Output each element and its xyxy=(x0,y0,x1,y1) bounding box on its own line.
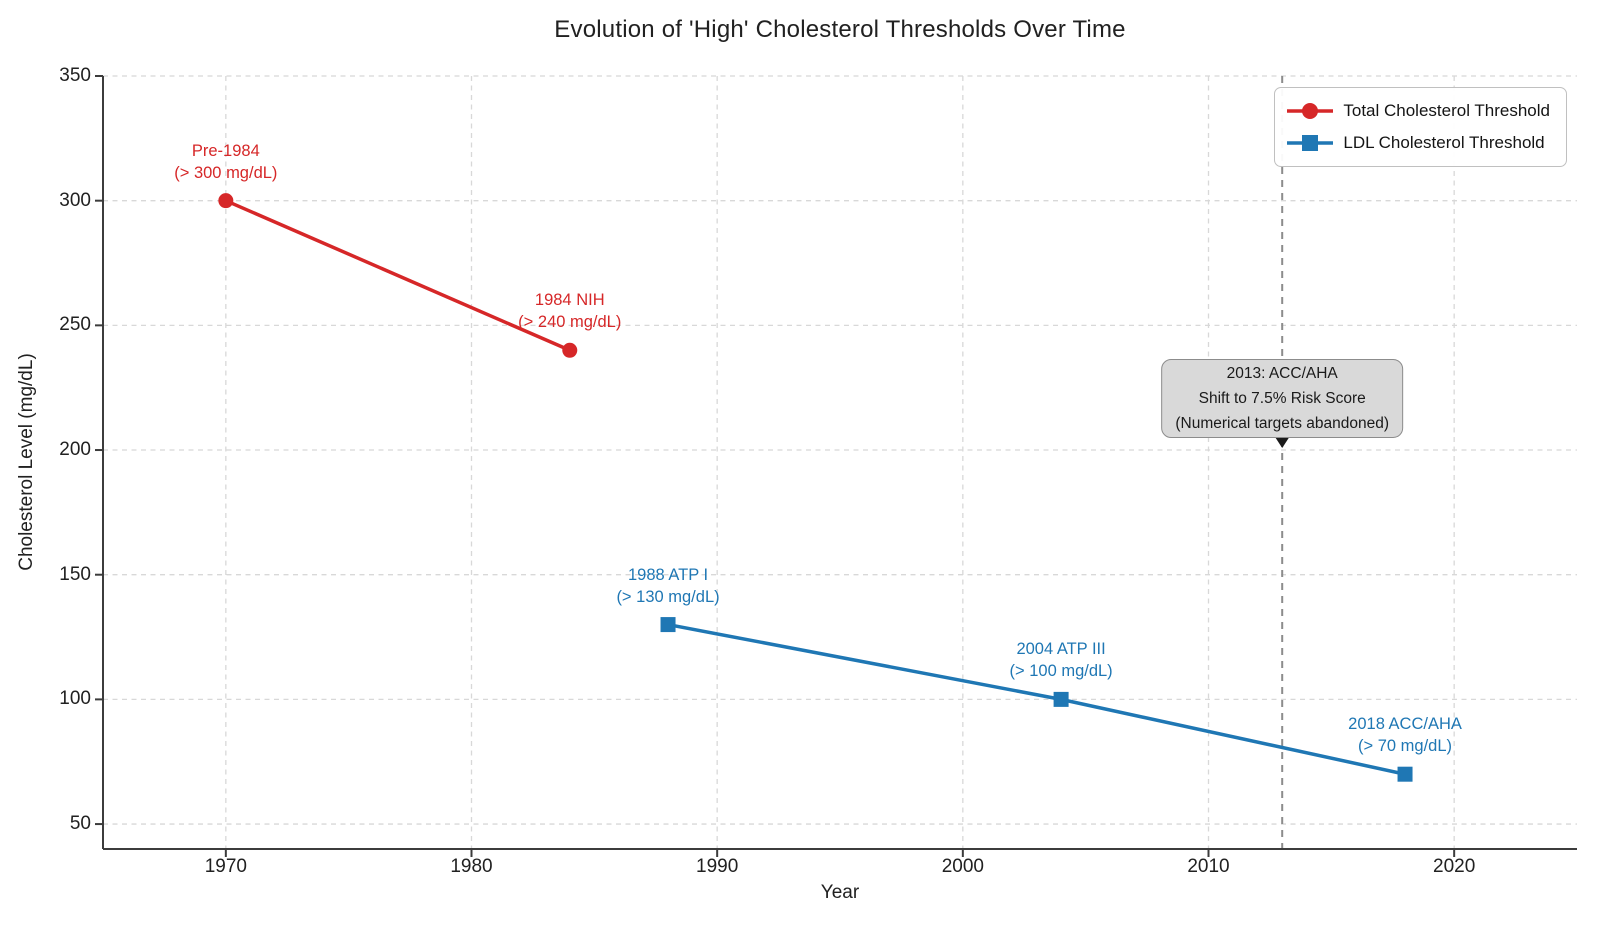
data-point-square xyxy=(660,617,676,633)
x-axis-title: Year xyxy=(820,882,860,903)
x-tick-label: 1980 xyxy=(450,856,493,877)
y-tick-label: 250 xyxy=(59,314,91,336)
x-tick-label: 1970 xyxy=(204,856,247,877)
data-point-square xyxy=(1053,691,1069,707)
point-label: 1988 ATP I (> 130 mg/dL) xyxy=(616,565,720,606)
legend-item-total-cholesterol: Total Cholesterol Threshold xyxy=(1287,96,1550,126)
chart-title: Evolution of 'High' Cholesterol Threshol… xyxy=(554,16,1126,43)
x-tick-label: 2020 xyxy=(1433,856,1476,877)
annotation-line-1: 2013: ACC/AHA xyxy=(1226,365,1338,383)
annotation-line-3: (Numerical targets abandoned) xyxy=(1175,415,1390,433)
data-point-circle xyxy=(218,193,234,209)
x-tick-label: 2000 xyxy=(941,856,984,877)
y-tick-label: 350 xyxy=(59,65,91,86)
annotation-box: 2013: ACC/AHA Shift to 7.5% Risk Score (… xyxy=(1161,359,1404,439)
x-tick-label: 1990 xyxy=(696,856,739,877)
data-point-circle xyxy=(562,342,578,358)
point-label: 1984 NIH (> 240 mg/dL) xyxy=(518,291,622,332)
y-tick-label: 150 xyxy=(59,563,91,585)
legend: Total Cholesterol Threshold LDL Choleste… xyxy=(1274,87,1567,167)
legend-item-ldl-cholesterol: LDL Cholesterol Threshold xyxy=(1287,128,1550,158)
y-tick-label: 100 xyxy=(59,688,91,710)
y-tick-label: 200 xyxy=(59,439,91,461)
legend-marker xyxy=(1302,103,1319,119)
x-tick-label: 2010 xyxy=(1187,856,1230,877)
legend-marker xyxy=(1302,135,1319,151)
point-label: 2004 ATP III (> 100 mg/dL) xyxy=(1009,640,1113,681)
legend-label: LDL Cholesterol Threshold xyxy=(1343,133,1545,152)
y-axis-title: Cholesterol Level (mg/dL) xyxy=(16,353,37,571)
annotation-line-2: Shift to 7.5% Risk Score xyxy=(1198,390,1366,408)
point-label: 2018 ACC/AHA (> 70 mg/dL) xyxy=(1348,715,1462,756)
annotation-arrowhead-icon xyxy=(1275,438,1289,449)
legend-swatch-circle-icon xyxy=(1287,103,1334,119)
point-label: Pre-1984 (> 300 mg/dL) xyxy=(174,141,278,182)
series-line xyxy=(225,199,571,352)
data-point-square xyxy=(1397,766,1413,782)
legend-label: Total Cholesterol Threshold xyxy=(1343,101,1550,120)
legend-swatch-square-icon xyxy=(1287,135,1334,151)
y-tick-label: 300 xyxy=(59,189,91,211)
y-tick-label: 50 xyxy=(69,813,91,835)
